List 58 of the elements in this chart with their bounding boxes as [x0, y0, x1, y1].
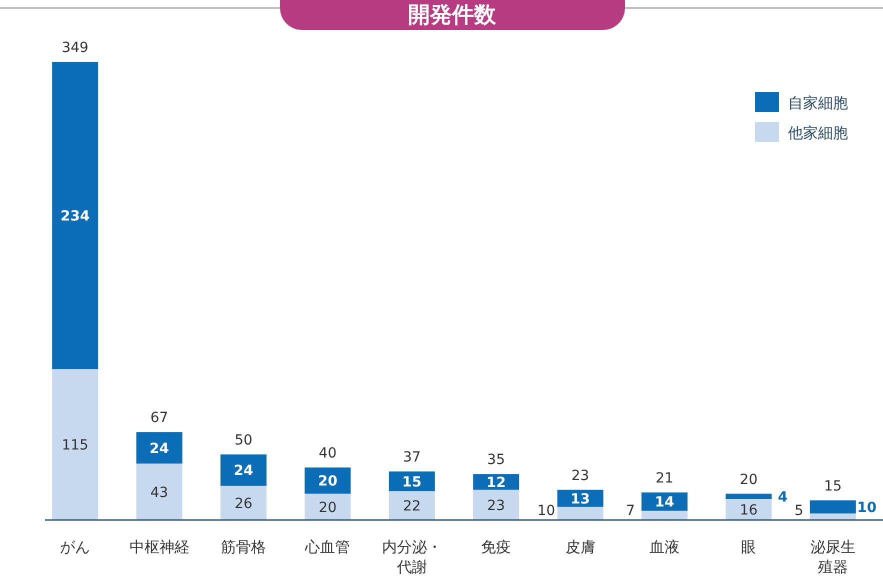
total-label: 35 [487, 452, 506, 468]
data-label: 115 [62, 438, 88, 454]
data-label: 43 [150, 484, 168, 501]
chart-title: 開発件数 [408, 3, 497, 28]
total-label: 23 [571, 468, 590, 484]
total-label: 37 [402, 449, 421, 466]
total-label: 67 [150, 410, 168, 426]
data-label: 7 [626, 503, 635, 519]
total-label: 50 [234, 432, 252, 448]
x-tick-label: 筋骨格 [221, 538, 266, 556]
x-tick-label: 心血管 [304, 538, 350, 556]
data-label: 20 [318, 474, 338, 490]
x-tick-label: 眼 [741, 538, 756, 556]
data-label: 14 [654, 494, 674, 511]
x-tick-label: がん [60, 538, 90, 556]
bar [726, 494, 772, 500]
x-tick-label: 免疫 [481, 538, 512, 556]
bar [388, 491, 435, 520]
total-label: 40 [318, 446, 337, 462]
x-tick-label: 中枢神経 [129, 538, 190, 556]
bar [557, 506, 604, 520]
total-label: 349 [62, 40, 88, 56]
bar [810, 513, 856, 520]
data-label: 20 [318, 500, 337, 516]
bar [52, 369, 98, 520]
total-label: 21 [656, 470, 674, 486]
data-label: 12 [486, 474, 506, 491]
bar [220, 454, 266, 486]
data-label: 24 [234, 463, 254, 480]
data-label: 23 [487, 498, 506, 514]
data-label: 15 [402, 474, 422, 490]
bar [642, 510, 688, 520]
bar [220, 486, 266, 520]
x-tick-label: 泌尿生殖器 [810, 538, 856, 576]
bar [304, 468, 351, 494]
bar [136, 464, 182, 520]
legend-label: 自家細胞 [788, 94, 848, 112]
x-tick-label: 内分泌・代謝 [382, 538, 442, 576]
data-label: 10 [537, 503, 556, 519]
x-tick-label: 血液 [650, 538, 680, 556]
data-label: 26 [234, 496, 252, 512]
data-label: 5 [794, 503, 804, 519]
data-label: 4 [778, 489, 788, 506]
bar [810, 500, 856, 514]
bar [473, 490, 520, 520]
data-label: 22 [402, 498, 421, 515]
bar [136, 432, 182, 464]
total-label: 15 [824, 478, 842, 494]
data-label: 13 [570, 491, 590, 508]
data-label: 234 [60, 208, 90, 225]
data-label: 24 [150, 440, 170, 457]
bar [304, 494, 351, 520]
data-label: 16 [740, 502, 758, 518]
legend-label: 他家細胞 [788, 124, 848, 142]
data-label: 10 [857, 500, 877, 516]
total-label: 20 [740, 472, 758, 488]
x-tick-label: 皮膚 [565, 538, 596, 556]
bar [52, 62, 98, 370]
